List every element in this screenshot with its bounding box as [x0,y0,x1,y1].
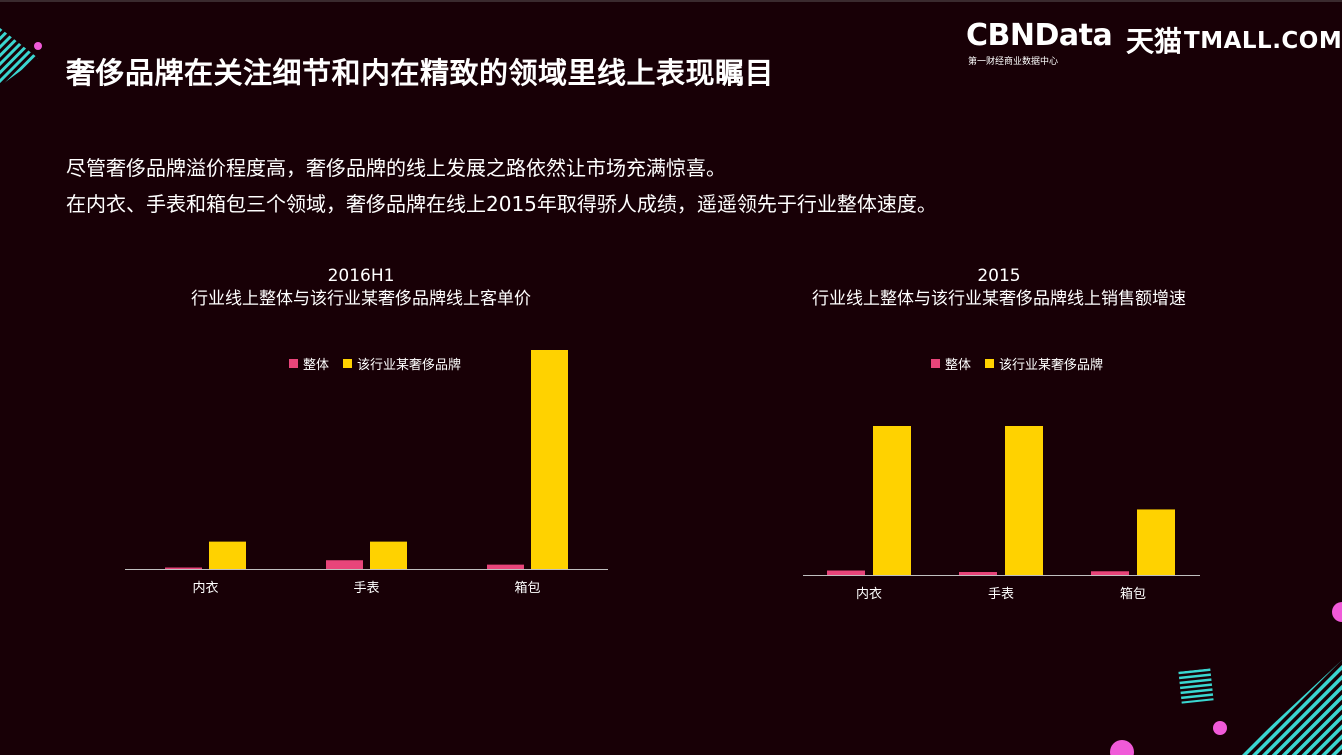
legend-swatch-brand [985,359,995,368]
chart2-title-line2: 行业线上整体与该行业某奢侈品牌线上销售额增速 [812,289,1186,309]
chart2-bar-brand-1 [1005,426,1043,575]
chart2-x-tick-label: 箱包 [1120,586,1146,602]
legend-item-overall: 整体 [289,354,329,373]
chart2-title: 2015 行业线上整体与该行业某奢侈品牌线上销售额增速 [758,265,1240,311]
pink-dot-icon [1213,721,1227,735]
chart2-bar-overall-1 [959,572,997,575]
legend-label-overall: 整体 [945,358,972,373]
chart1-bar-overall-2 [487,564,524,569]
tmall-logo-cn: 天猫 [1126,25,1183,58]
chart2-bar-brand-2 [1137,509,1175,575]
legend-item-overall: 整体 [931,354,971,373]
cbndata-logo: CBNData [966,18,1113,53]
chart1-legend: 整体 该行业某奢侈品牌 [289,354,475,373]
chart2-x-tick-label: 内衣 [856,586,882,602]
chart1-bar-brand-1 [370,541,407,569]
chart1-x-tick-label: 内衣 [192,580,218,596]
legend-swatch-overall [289,359,298,368]
chart2-legend: 整体 该行业某奢侈品牌 [931,354,1117,373]
chart1-bar-overall-1 [326,560,363,569]
description-line-2: 在内衣、手表和箱包三个领域，奢侈品牌在线上2015年取得骄人成绩，遥遥领先于行业… [66,192,937,216]
legend-swatch-brand [343,359,353,368]
chart1-title: 2016H1 行业线上整体与该行业某奢侈品牌线上客单价 [110,265,612,311]
chart1-x-tick-label: 箱包 [514,580,540,596]
chart2-bar-overall-2 [1091,571,1129,575]
page-title: 奢侈品牌在关注细节和内在精致的领域里线上表现瞩目 [66,56,775,90]
striped-triangle-icon [0,28,38,86]
deco-bottom-right [1110,602,1342,755]
cbndata-logo-subtitle: 第一财经商业数据中心 [968,57,1059,67]
legend-label-brand: 该行业某奢侈品牌 [999,358,1104,373]
legend-label-brand: 该行业某奢侈品牌 [357,358,462,373]
chart1-bar-brand-0 [209,541,246,569]
description-line-1: 尽管奢侈品牌溢价程度高，奢侈品牌的线上发展之路依然让市场充满惊喜。 [66,156,726,180]
chart1-bar-brand-2 [531,350,568,569]
legend-item-brand: 该行业某奢侈品牌 [343,354,461,373]
legend-item-brand: 该行业某奢侈品牌 [985,354,1103,373]
top-border [0,0,1342,2]
legend-swatch-overall [931,359,940,368]
chart1-title-line2: 行业线上整体与该行业某奢侈品牌线上客单价 [191,289,531,309]
chart2-title-line1: 2015 [977,266,1021,286]
pink-dot-icon [1110,740,1134,755]
pink-dot-icon [1332,602,1342,622]
chart2-bar-overall-0 [827,570,865,575]
chart1-x-tick-label: 手表 [353,581,379,596]
chart2-x-tick-label: 手表 [988,587,1014,602]
striped-square-icon [1178,668,1214,704]
chart1-title-line1: 2016H1 [327,266,395,286]
tmall-logo-en: TMALL.COM [1184,28,1342,54]
deco-top-left [0,28,42,86]
chart1-bar-overall-0 [165,567,202,569]
pink-dot-icon [34,42,42,50]
striped-triangle-icon [1240,660,1342,755]
legend-label-overall: 整体 [303,358,330,373]
chart2-bar-brand-0 [873,426,911,575]
